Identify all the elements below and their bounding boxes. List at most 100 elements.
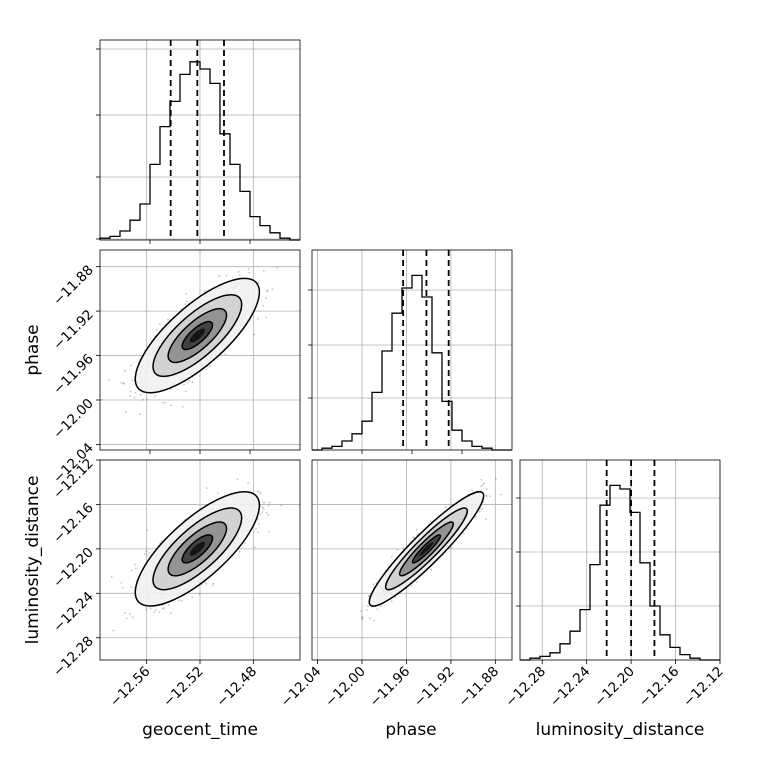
sample-point [156,328,158,331]
sample-point [373,619,376,622]
sample-point [410,585,413,587]
sample-point [415,528,418,531]
sample-point [212,582,215,585]
sample-point [120,582,122,584]
sample-point [243,542,246,545]
contour-line [152,507,243,591]
x-axis-label-phase: phase [385,720,436,740]
sample-point [396,549,399,551]
sample-point [482,484,484,486]
sample-point [145,608,148,611]
sample-point [265,297,267,300]
sample-point [376,608,379,611]
sample-point [444,506,447,509]
sample-point [259,513,262,515]
sample-point [485,494,488,497]
sample-point [372,583,375,586]
histogram-steps [520,484,720,661]
density-level [189,328,205,343]
sample-point [224,352,227,355]
sample-point [191,596,194,599]
sample-point [186,381,189,384]
sample-point [248,272,251,274]
sample-point [480,485,483,488]
sample-point [237,270,240,273]
sample-point [495,478,497,480]
sample-point [134,563,137,566]
sample-point [167,603,170,606]
sample-point [402,547,405,549]
sample-point [164,401,167,404]
sample-point [267,504,270,507]
sample-point [205,487,208,489]
sample-point [390,600,393,603]
sample-point [108,378,110,381]
sample-point [483,482,486,485]
sample-point [170,404,173,407]
sample-point [489,495,491,498]
sample-point [280,504,282,507]
sample-point [480,478,483,481]
sample-point [257,281,260,284]
sample-point [500,493,502,496]
scatter-panel [312,459,512,660]
sample-point [225,275,228,277]
scatter-axes-frame [311,459,513,661]
sample-point [123,382,125,385]
sample-point [191,381,194,384]
sample-point [186,300,188,303]
sample-point [238,273,241,276]
scatter-panel [100,459,300,660]
sample-point [129,395,132,398]
sample-point [367,595,370,598]
sample-point [145,550,148,552]
sample-point [110,576,113,578]
sample-point [130,364,132,367]
sample-point [261,506,264,508]
sample-point [259,492,262,495]
sample-point [184,390,187,393]
sample-point [181,405,184,408]
sample-point [162,607,165,609]
sample-point [474,515,477,518]
sample-point [209,365,212,368]
histogram-axes-frame [519,459,721,661]
sample-point [365,609,368,611]
sample-point [131,379,134,382]
sample-point [122,382,125,385]
sample-point [471,489,473,492]
histogram-panel-phase [308,250,512,451]
sample-point [185,292,188,295]
sample-point [139,393,142,396]
contour-line [411,534,442,564]
sample-point [158,323,161,325]
density-level [189,541,205,556]
sample-point [158,611,161,613]
sample-point [154,395,157,398]
sample-point [247,482,250,484]
sample-point [247,268,250,270]
sample-point [276,266,279,269]
sample-point [188,379,191,382]
sample-point [178,599,181,602]
sample-point [212,584,214,587]
sample-point [129,390,132,393]
contour-line [134,490,261,607]
sample-point [161,401,164,404]
sample-point [130,586,133,589]
sample-point [263,501,265,504]
sample-point [369,617,372,620]
sample-point [154,609,157,611]
histogram-steps [312,274,512,451]
sample-point [134,391,137,394]
sample-point [129,613,131,615]
sample-point [262,304,265,307]
sample-point [360,610,363,612]
histogram-steps [99,61,300,241]
sample-point [120,381,123,384]
sample-point [256,490,259,493]
density-level [419,541,434,556]
sample-point [466,527,468,530]
sample-point [160,539,163,542]
